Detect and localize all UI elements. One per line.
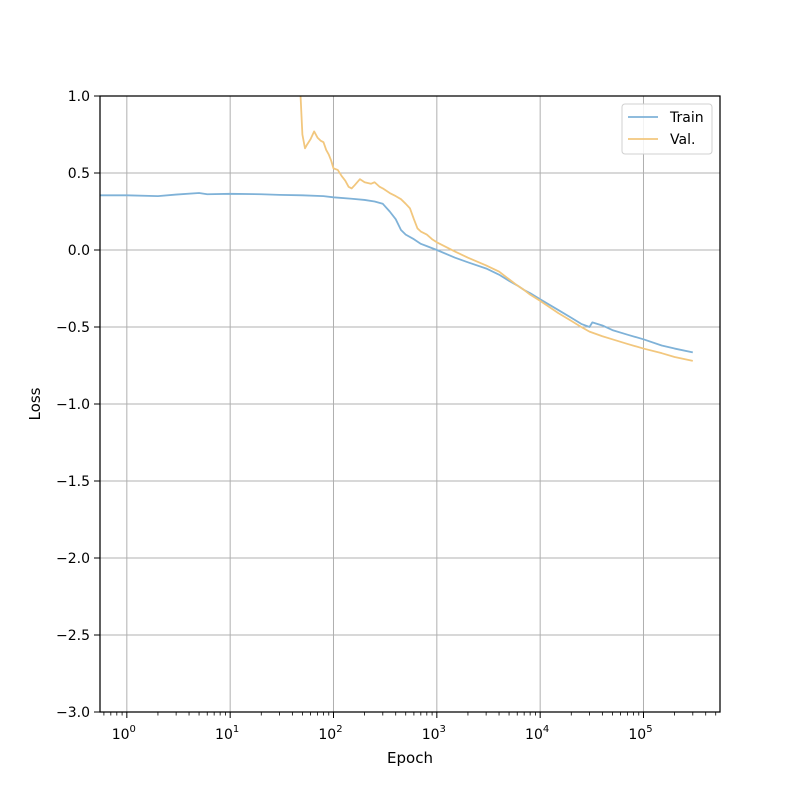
- x-tick-label: 102: [318, 724, 342, 743]
- x-tick-exponent: 5: [646, 724, 652, 735]
- series-line-train: [100, 192, 693, 354]
- x-tick-label: 104: [525, 724, 549, 743]
- x-tick-exponent: 2: [336, 724, 342, 735]
- y-tick-label: 0.0: [68, 243, 90, 259]
- legend: Train Val.: [621, 103, 713, 155]
- legend-label: Train: [669, 110, 704, 126]
- x-axis-label: Epoch: [387, 749, 433, 767]
- y-axis-ticks: 1.0 0.5 0.0 −0.5 −1.0 −1.5 −2.0 −2.5 −3.0: [56, 89, 100, 721]
- y-tick-label: 1.0: [68, 89, 90, 105]
- y-tick-label: −0.5: [56, 320, 90, 336]
- grid: [100, 95, 720, 713]
- x-tick-label: 103: [422, 724, 446, 743]
- y-tick-label: −2.0: [56, 551, 90, 567]
- x-tick-label: 100: [112, 724, 136, 743]
- x-tick-label: 105: [628, 724, 652, 743]
- x-tick-exponent: 0: [130, 724, 136, 735]
- x-tick-label: 101: [215, 724, 239, 743]
- x-tick-exponent: 4: [543, 724, 549, 735]
- x-tick-exponent: 1: [233, 724, 239, 735]
- y-tick-label: −1.0: [56, 397, 90, 413]
- y-tick-label: −2.5: [56, 628, 90, 644]
- y-tick-label: −1.5: [56, 474, 90, 490]
- y-axis-label: Loss: [26, 387, 44, 420]
- x-axis-ticks: 100 101 102 103 104 105: [103, 712, 717, 743]
- series-line-val: [299, 95, 693, 362]
- legend-label: Val.: [670, 132, 695, 148]
- x-tick-exponent: 3: [440, 724, 446, 735]
- series-lines: [100, 95, 693, 362]
- y-tick-label: 0.5: [68, 166, 90, 182]
- y-tick-label: −3.0: [56, 705, 90, 721]
